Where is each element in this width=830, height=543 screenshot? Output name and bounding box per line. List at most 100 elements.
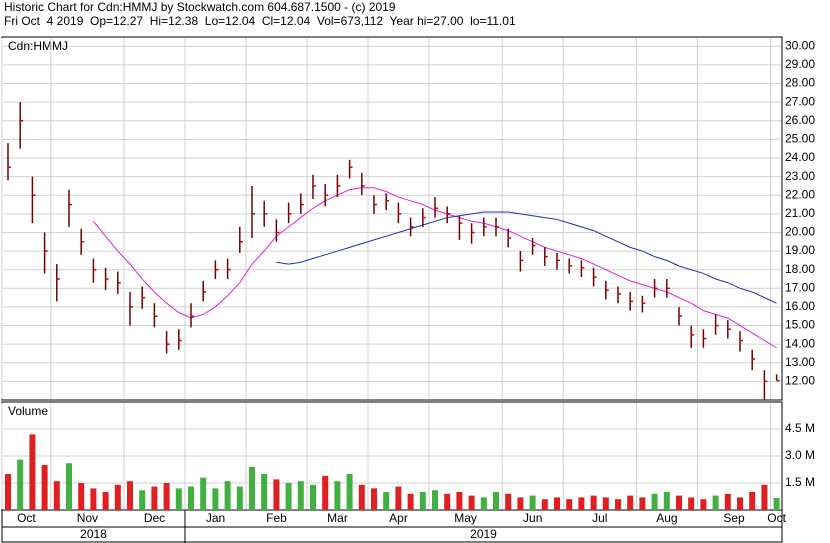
y-tick-label: 23.00 bbox=[785, 169, 815, 183]
volume-bar bbox=[66, 463, 72, 510]
y-tick-label: 25.00 bbox=[785, 132, 815, 146]
x-tick-label: Dec bbox=[144, 511, 165, 525]
volume-bar bbox=[493, 492, 499, 510]
price-frame bbox=[1, 36, 783, 401]
volume-bar bbox=[297, 481, 304, 510]
y-tick-label: 13.00 bbox=[785, 355, 815, 369]
year-label: 2019 bbox=[470, 527, 497, 541]
y-tick-label: 21.00 bbox=[785, 206, 815, 220]
x-tick-label: Sep bbox=[723, 511, 745, 525]
volume-bar bbox=[102, 492, 109, 510]
volume-bar bbox=[127, 481, 133, 510]
volume-bar bbox=[737, 497, 743, 510]
volume-bar bbox=[29, 434, 36, 510]
volume-bar bbox=[468, 495, 475, 510]
volume-bar bbox=[78, 483, 85, 510]
volume-bar bbox=[163, 483, 170, 510]
volume-bar bbox=[761, 484, 768, 510]
volume-bar bbox=[444, 493, 451, 510]
y-tick-label: 17.00 bbox=[785, 280, 815, 294]
y-tick-label: 26.00 bbox=[785, 113, 815, 127]
volume-bar bbox=[90, 488, 97, 510]
volume-bar bbox=[224, 481, 231, 510]
panel-label: Cdn:HMMJ bbox=[8, 39, 68, 53]
volume-bar bbox=[712, 495, 719, 510]
y-tick-label: 4.5 M bbox=[785, 421, 815, 435]
volume-bar bbox=[517, 497, 524, 510]
volume-bar bbox=[310, 484, 316, 510]
y-tick-label: 29.00 bbox=[785, 57, 815, 71]
volume-bar bbox=[480, 497, 487, 510]
volume-bar bbox=[566, 499, 573, 510]
x-tick-label: Mar bbox=[327, 511, 348, 525]
y-tick-label: 27.00 bbox=[785, 94, 815, 108]
y-tick-label: 3.0 M bbox=[785, 448, 815, 462]
moving-average bbox=[276, 211, 777, 304]
x-tick-label: Jul bbox=[592, 511, 607, 525]
volume-bar bbox=[578, 497, 585, 510]
volume-bar bbox=[188, 486, 194, 510]
x-tick-label: May bbox=[454, 511, 477, 525]
volume-bar bbox=[651, 493, 658, 510]
volume-bar bbox=[383, 492, 390, 510]
volume-bar bbox=[541, 499, 548, 510]
volume-bar bbox=[273, 479, 280, 510]
volume-bar bbox=[749, 492, 756, 510]
volume-bar bbox=[590, 495, 597, 510]
volume-bar bbox=[358, 484, 365, 510]
x-tick-label: Apr bbox=[389, 511, 408, 525]
volume-bar bbox=[114, 484, 121, 510]
volume-bar bbox=[663, 492, 670, 510]
x-tick-label: Jun bbox=[523, 511, 542, 525]
year-label: 2018 bbox=[80, 527, 107, 541]
volume-bar bbox=[554, 497, 560, 510]
volume-bar bbox=[249, 466, 255, 510]
y-tick-label: 30.00 bbox=[785, 38, 815, 52]
x-tick-label: Nov bbox=[77, 511, 98, 525]
x-tick-label: Oct bbox=[17, 511, 36, 525]
volume-bar bbox=[5, 474, 11, 510]
y-tick-label: 22.00 bbox=[785, 187, 815, 201]
y-tick-label: 24.00 bbox=[785, 150, 815, 164]
volume-bar bbox=[456, 492, 463, 510]
date-axis-frame bbox=[1, 509, 783, 543]
volume-bar bbox=[322, 475, 329, 510]
volume-bar bbox=[700, 499, 707, 510]
volume-bar bbox=[529, 495, 536, 510]
y-tick-label: 18.00 bbox=[785, 262, 815, 276]
header-quote: Fri Oct 4 2019 Op=12.27 Hi=12.38 Lo=12.0… bbox=[4, 14, 516, 28]
y-tick-label: 28.00 bbox=[785, 76, 815, 90]
volume-bar bbox=[432, 490, 438, 510]
volume-bar bbox=[602, 497, 609, 510]
panel-label: Volume bbox=[8, 404, 48, 418]
volume-bar bbox=[419, 492, 426, 510]
volume-bar bbox=[261, 474, 268, 510]
x-tick-label: Jan bbox=[206, 511, 225, 525]
volume-bar bbox=[639, 497, 646, 510]
volume-bar bbox=[41, 465, 48, 510]
volume-bar bbox=[236, 486, 243, 510]
y-tick-label: 1.5 M bbox=[785, 475, 815, 489]
volume-bar bbox=[688, 497, 695, 510]
volume-bar bbox=[627, 495, 634, 510]
volume-bar bbox=[371, 488, 377, 510]
volume-bar bbox=[505, 493, 512, 510]
volume-bar bbox=[151, 486, 158, 510]
volume-bar bbox=[175, 488, 182, 510]
volume-bar bbox=[407, 493, 414, 510]
volume-bar bbox=[17, 459, 24, 510]
x-tick-label: Aug bbox=[656, 511, 677, 525]
y-tick-label: 20.00 bbox=[785, 225, 815, 239]
volume-bar bbox=[139, 490, 146, 510]
y-tick-label: 14.00 bbox=[785, 336, 815, 350]
volume-bar bbox=[676, 495, 682, 510]
volume-bar bbox=[334, 481, 341, 510]
volume-bar bbox=[346, 474, 353, 510]
y-tick-label: 16.00 bbox=[785, 299, 815, 313]
volume-bar bbox=[773, 497, 780, 510]
volume-bar bbox=[53, 481, 60, 510]
volume-bar bbox=[615, 499, 621, 510]
y-tick-label: 12.00 bbox=[785, 374, 815, 388]
